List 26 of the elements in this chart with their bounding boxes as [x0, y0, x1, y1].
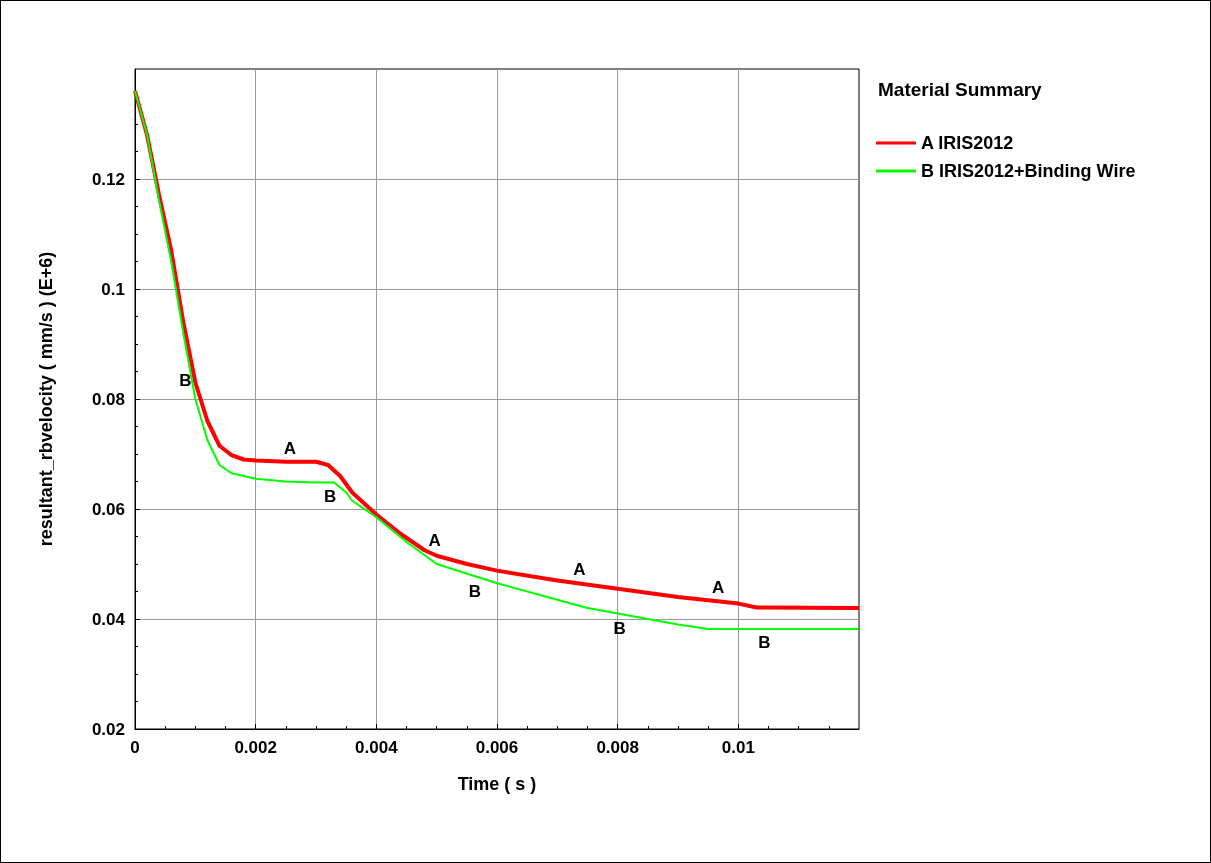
- annotation: B: [323, 487, 337, 507]
- x-tick-label: 0.01: [721, 738, 755, 757]
- x-tick-label: 0.002: [234, 738, 277, 757]
- annotation: A: [712, 578, 725, 598]
- y-tick-label: 0.04: [91, 609, 126, 629]
- x-axis-title: Time ( s ): [457, 774, 537, 794]
- annotation: B: [179, 370, 192, 390]
- x-tick-label: 0.004: [355, 738, 399, 757]
- annotation: A: [283, 439, 296, 459]
- y-tick-label: 0.1: [101, 279, 125, 299]
- annotation: A: [428, 530, 441, 550]
- annotation: B: [613, 619, 626, 639]
- legend-label: A IRIS2012: [921, 133, 1014, 153]
- x-tick-label: 0.008: [596, 738, 639, 757]
- y-tick-label: 0.06: [91, 499, 125, 519]
- y-tick-label: 0.02: [91, 719, 125, 739]
- legend-label: B IRIS2012+Binding Wire: [921, 161, 1136, 181]
- annotation: B: [468, 581, 482, 601]
- annotation: B: [758, 633, 771, 653]
- y-tick-label: 0.08: [91, 389, 125, 409]
- annotation: A: [573, 560, 586, 580]
- x-tick-label: 0: [130, 738, 140, 757]
- y-axis-title: resultant_rbvelocity ( mm/s ) (E+6): [36, 251, 56, 547]
- legend-title: Material Summary: [878, 79, 1043, 100]
- x-tick-label: 0.006: [475, 738, 519, 757]
- y-tick-label: 0.12: [91, 169, 125, 189]
